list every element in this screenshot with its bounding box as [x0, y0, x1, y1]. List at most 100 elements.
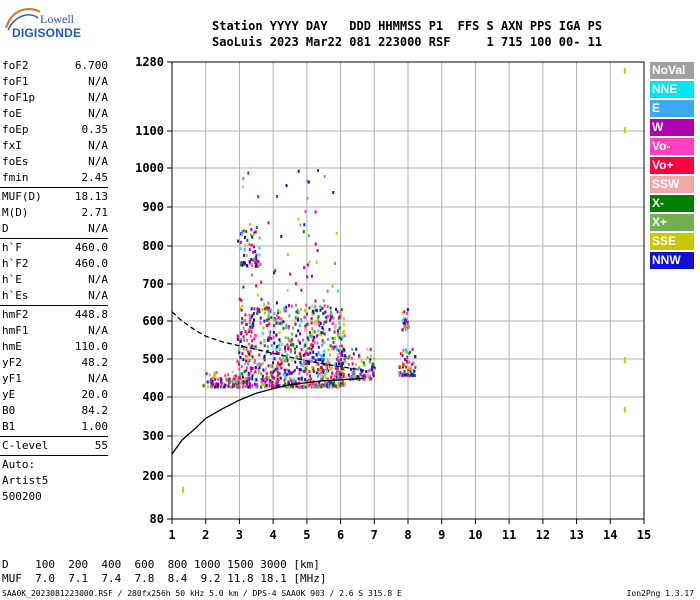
- echo-point: [339, 358, 342, 362]
- echo-point: [414, 355, 417, 358]
- echo-point: [273, 271, 276, 275]
- echo-point: [282, 372, 285, 376]
- echo-point: [372, 372, 375, 376]
- echo-point: [306, 336, 309, 340]
- echo-point: [277, 384, 280, 388]
- echo-point: [337, 368, 340, 372]
- echo-point: [294, 282, 297, 286]
- echo-point: [367, 369, 370, 373]
- echo-point: [306, 352, 309, 355]
- echo-point: [211, 376, 214, 380]
- echo-point: [245, 356, 248, 360]
- echo-point: [329, 344, 332, 348]
- param-value: 460.0: [74, 241, 108, 254]
- echo-point: [327, 379, 330, 383]
- echo-point: [251, 367, 254, 370]
- echo-point: [322, 353, 325, 357]
- echo-point: [261, 308, 264, 311]
- echo-point: [285, 373, 288, 377]
- echo-point: [365, 370, 368, 374]
- echo-point: [241, 383, 244, 387]
- echo-point: [295, 303, 297, 307]
- y-tick-label: 1000: [135, 161, 164, 175]
- echo-point: [284, 374, 287, 378]
- echo-point: [245, 347, 248, 351]
- echo-point: [406, 311, 408, 315]
- echo-point: [251, 314, 254, 318]
- echo-point: [278, 384, 281, 388]
- echo-point: [252, 245, 255, 249]
- parameter-panel: foF2 6.700 foF1 N/A foF1p N/A foE N/A foEp 0.35 fx…: [0, 58, 112, 505]
- echo-point: [304, 352, 306, 356]
- echo-point: [240, 233, 243, 237]
- echo-point: [297, 217, 300, 221]
- echo-point: [236, 337, 239, 341]
- param-divider: [0, 455, 108, 456]
- echo-point: [317, 333, 320, 337]
- echo-point: [340, 353, 343, 356]
- echo-point: [286, 345, 289, 348]
- echo-point: [337, 358, 340, 362]
- echo-point: [269, 333, 272, 337]
- echo-point: [242, 285, 245, 289]
- edge-marker: [182, 486, 185, 493]
- echo-point: [275, 351, 278, 354]
- echo-point: [321, 356, 324, 360]
- echo-point: [322, 349, 325, 353]
- echo-point: [294, 381, 297, 385]
- echo-point: [288, 372, 291, 376]
- edge-markers: [182, 67, 626, 493]
- param-row: foF1p N/A: [0, 90, 112, 106]
- param-name: yF2: [2, 356, 22, 369]
- echo-point: [247, 352, 250, 356]
- echo-point: [254, 378, 257, 382]
- echo-points: [202, 169, 417, 389]
- echo-point: [334, 374, 336, 378]
- echo-point: [328, 361, 331, 365]
- echo-point: [242, 319, 245, 323]
- echo-point: [288, 369, 290, 373]
- echo-point: [323, 174, 326, 178]
- echo-point: [300, 376, 303, 380]
- echo-point: [339, 323, 342, 327]
- echo-point: [406, 321, 409, 324]
- param-name: yE: [2, 388, 16, 401]
- echo-point: [311, 309, 314, 313]
- echo-point: [270, 344, 273, 347]
- echo-point: [401, 328, 404, 332]
- param-value: 2.45: [81, 171, 109, 184]
- echo-point: [402, 363, 405, 367]
- echo-point: [248, 313, 251, 317]
- echo-point: [254, 333, 257, 337]
- echo-point: [244, 380, 247, 384]
- echo-point: [328, 383, 331, 387]
- echo-point: [241, 316, 244, 320]
- echo-point: [269, 308, 272, 312]
- echo-point: [288, 339, 291, 343]
- y-tick-label: 600: [142, 314, 164, 328]
- echo-point: [264, 366, 267, 370]
- echo-point: [279, 363, 281, 367]
- echo-point: [258, 246, 261, 250]
- echo-point: [285, 184, 288, 188]
- y-tick-label: 700: [142, 277, 164, 291]
- echo-point: [271, 375, 274, 379]
- echo-point: [371, 366, 374, 370]
- echo-point: [407, 324, 410, 328]
- echo-point: [314, 210, 317, 214]
- echo-point: [267, 375, 270, 379]
- echo-point: [366, 356, 369, 360]
- param-row: hmF2 448.8: [0, 307, 112, 323]
- echo-point: [273, 324, 276, 328]
- echo-point: [336, 353, 339, 356]
- echo-point: [357, 367, 360, 371]
- echo-point: [325, 382, 328, 386]
- x-tick-label: 11: [502, 528, 516, 542]
- echo-point: [313, 335, 316, 339]
- param-row: fmin 2.45: [0, 170, 112, 186]
- echo-point: [227, 373, 230, 377]
- echo-point: [301, 364, 304, 367]
- echo-point: [247, 362, 250, 366]
- echo-point: [271, 378, 274, 381]
- echo-point: [257, 195, 260, 199]
